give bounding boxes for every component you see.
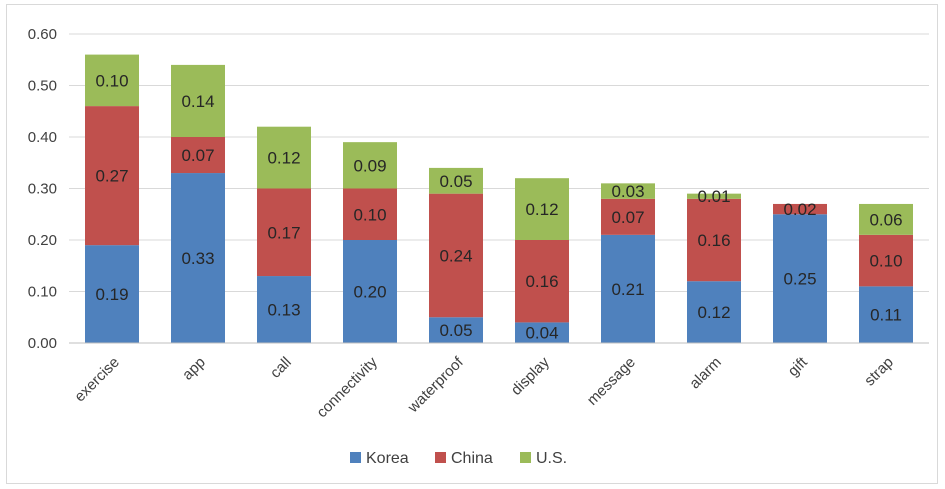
bar-segment-korea	[859, 286, 913, 343]
x-tick-label: message	[584, 354, 639, 409]
bar-segment-china	[85, 106, 139, 246]
bar-segment-us	[687, 193, 741, 199]
data-label: 0.16	[525, 272, 558, 291]
data-label: 0.25	[783, 270, 816, 289]
y-tick-label: 0.50	[28, 78, 57, 95]
bar-segment-us	[859, 203, 913, 235]
bar-segment-china	[343, 188, 397, 240]
bar-segment-china	[859, 234, 913, 287]
bar-segment-korea	[601, 234, 655, 343]
bar-segment-korea	[773, 214, 827, 343]
data-label: 0.10	[353, 205, 386, 224]
data-label: 0.02	[783, 200, 816, 219]
bar-segment-korea	[257, 276, 311, 343]
data-label: 0.09	[353, 156, 386, 175]
bar-segment-us	[171, 64, 225, 137]
data-label: 0.05	[439, 172, 472, 191]
data-label: 0.10	[869, 252, 902, 271]
x-tick-label: display	[508, 353, 553, 398]
x-tick-label: alarm	[686, 354, 725, 393]
data-label: 0.01	[697, 187, 730, 206]
y-tick-label: 0.00	[28, 335, 57, 352]
chart-frame: 0.00 0.10 0.20 0.30 0.40 0.50 0.60 0.19 0.27 0.10…	[6, 4, 938, 484]
data-label: 0.07	[611, 208, 644, 227]
y-tick-label: 0.40	[28, 129, 57, 146]
legend-label: Korea	[366, 450, 409, 467]
data-label: 0.10	[95, 71, 128, 90]
x-tick-label: exercise	[71, 354, 123, 406]
y-tick-label: 0.30	[28, 181, 57, 198]
x-tick-label: app	[179, 354, 209, 384]
data-label: 0.03	[611, 182, 644, 201]
bar-segment-korea	[343, 240, 397, 343]
data-label: 0.24	[439, 246, 472, 265]
y-tick-label: 0.60	[28, 26, 57, 43]
bar-segment-korea	[687, 281, 741, 343]
bar-segment-us	[85, 54, 139, 107]
bar-segment-us	[257, 126, 311, 189]
y-tick-label: 0.10	[28, 284, 57, 301]
legend-label: U.S.	[536, 450, 567, 467]
data-label: 0.16	[697, 231, 730, 250]
bar-segment-us	[429, 167, 483, 194]
bar-segment-china	[687, 198, 741, 282]
legend-label: China	[451, 450, 493, 467]
data-label: 0.04	[525, 324, 558, 343]
bar-segment-china	[773, 203, 827, 215]
data-label: 0.06	[869, 210, 902, 229]
bar-segment-us	[601, 183, 655, 199]
bar-segment-china	[171, 137, 225, 174]
data-label: 0.12	[525, 200, 558, 219]
bar-segment-korea	[429, 317, 483, 343]
legend-swatch-korea	[350, 452, 361, 463]
bar-segment-china	[257, 188, 311, 277]
data-label: 0.33	[181, 249, 214, 268]
x-tick-label: call	[267, 354, 295, 382]
bar-segment-us	[343, 142, 397, 189]
stacked-bar-chart: 0.00 0.10 0.20 0.30 0.40 0.50 0.60 0.19 0.27 0.10…	[28, 26, 929, 467]
legend-swatch-us	[520, 452, 531, 463]
data-label: 0.12	[697, 303, 730, 322]
bar-segment-korea	[85, 245, 139, 343]
x-tick-label: waterproof	[404, 353, 467, 416]
bar-segment-china	[429, 193, 483, 318]
data-label: 0.13	[267, 301, 300, 320]
data-label: 0.19	[95, 285, 128, 304]
legend-swatch-china	[435, 452, 446, 463]
data-label: 0.17	[267, 223, 300, 242]
data-label: 0.14	[181, 92, 214, 111]
bar-segment-us	[515, 178, 569, 240]
data-label: 0.11	[870, 306, 902, 325]
data-label: 0.20	[353, 283, 386, 302]
y-tick-label: 0.20	[28, 232, 57, 249]
data-label: 0.12	[267, 149, 300, 168]
bar-segment-korea	[171, 173, 225, 343]
data-label: 0.05	[439, 321, 472, 340]
data-label: 0.21	[611, 280, 644, 299]
data-label: 0.27	[95, 167, 128, 186]
bar-segment-china	[601, 198, 655, 235]
x-tick-label: gift	[785, 353, 812, 380]
bar-segment-korea	[515, 322, 569, 343]
x-tick-label: connectivity	[313, 353, 381, 421]
x-tick-label: strap	[861, 354, 897, 390]
bar-segment-china	[515, 240, 569, 323]
data-label: 0.07	[181, 146, 214, 165]
